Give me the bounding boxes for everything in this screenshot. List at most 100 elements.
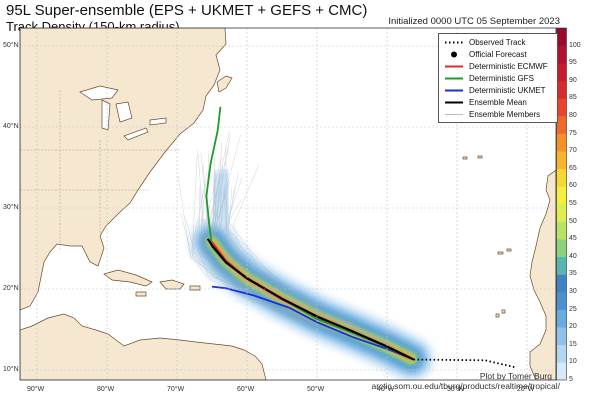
colorbar-swatch <box>556 274 567 293</box>
line-icon <box>443 97 465 108</box>
lake-huron <box>115 101 133 123</box>
lon-tick-label: 40°W <box>377 386 395 393</box>
lon-tick-label: 70°W <box>167 386 185 393</box>
colorbar-tick-label: 35 <box>569 270 577 278</box>
colorbar-swatch <box>556 327 567 346</box>
colorbar-tick-label: 55 <box>569 200 577 207</box>
colorbar-tick-label: 100 <box>569 41 581 49</box>
lake-erie <box>123 127 149 141</box>
legend-label: Official Forecast <box>469 50 527 59</box>
observed-track <box>413 358 517 369</box>
lat-tick-label: 50°N <box>3 42 19 49</box>
colorbar-tick-label: 80 <box>569 112 577 119</box>
lon-tick-label: 60°W <box>237 386 255 393</box>
ensemble-member-track <box>232 164 412 359</box>
colorbar-swatch <box>556 344 567 363</box>
legend-entry: Deterministic UKMET <box>443 85 545 96</box>
colorbar-tick-label: 90 <box>569 76 577 84</box>
plot-credit: Plot by Tomer Burg <box>479 371 552 381</box>
legend-label: Ensemble Members <box>469 110 541 119</box>
thin-line-icon <box>443 109 465 120</box>
colorbar-tick-label: 25 <box>569 305 577 313</box>
colorbar-swatch <box>556 239 567 258</box>
colorbar-frame <box>556 27 567 381</box>
colorbar <box>556 28 567 381</box>
legend: Observed Track Official Forecast Determini… <box>438 33 558 123</box>
legend-label: Deterministic GFS <box>469 74 534 83</box>
ensemble-member-track <box>225 146 412 359</box>
colorbar-tick-label: 60 <box>569 182 577 190</box>
colorbar-tick-label: 10 <box>569 358 577 366</box>
great-lakes <box>79 85 167 141</box>
legend-entry: Ensemble Members <box>443 109 540 120</box>
lake-ontario <box>149 117 167 126</box>
colorbar-tick-label: 75 <box>569 129 577 137</box>
legend-label: Deterministic UKMET <box>469 86 546 95</box>
cape-verde-islands <box>495 309 506 318</box>
borders <box>20 90 180 250</box>
line-icon <box>443 73 465 84</box>
central-south-america-land <box>20 313 267 380</box>
hispaniola-island <box>159 279 185 290</box>
lon-tick-label: 30°W <box>447 386 465 393</box>
colorbar-tick-label: 70 <box>569 147 577 155</box>
lon-tick-label: 50°W <box>307 386 325 393</box>
colorbar-swatch <box>556 292 567 310</box>
colorbar-swatch <box>556 362 567 381</box>
colorbar-swatch <box>556 133 567 152</box>
land-masses <box>20 28 556 380</box>
ensemble-member-track <box>198 157 412 359</box>
lat-lon-grid <box>20 28 556 380</box>
lat-tick-label: 30°N <box>3 204 19 211</box>
colorbar-tick-label: 15 <box>569 340 577 348</box>
lake-superior <box>79 85 119 101</box>
colorbar-tick-label: 20 <box>569 323 577 331</box>
lat-tick-label: 10°N <box>3 366 19 373</box>
lat-tick-label: 20°N <box>3 285 19 292</box>
atlantic-canada-land <box>216 75 233 93</box>
ensemble-member-track <box>225 177 412 359</box>
legend-entry: Deterministic GFS <box>443 73 534 84</box>
lon-tick-label: 20°W <box>517 386 535 393</box>
azores-islands <box>462 155 483 160</box>
colorbar-swatch <box>556 116 567 134</box>
north-america-land <box>20 28 227 311</box>
dotted-line-icon <box>443 37 465 48</box>
line-icon <box>443 61 465 72</box>
jamaica-island <box>135 291 147 297</box>
ensemble-member-track <box>219 191 412 359</box>
colorbar-swatch <box>556 221 567 240</box>
ensemble-mean-track <box>206 238 415 361</box>
colorbar-swatch <box>556 309 567 328</box>
legend-entry: Ensemble Mean <box>443 97 527 108</box>
source-url: arctic.som.ou.edu/tburg/products/realtim… <box>371 381 560 391</box>
legend-label: Observed Track <box>469 38 526 47</box>
cuba-island <box>103 269 153 287</box>
colorbar-swatch <box>556 28 567 46</box>
ensemble-member-track <box>226 172 412 359</box>
colorbar-swatch <box>556 186 567 205</box>
lake-michigan <box>101 99 111 131</box>
ensemble-member-track <box>202 221 412 359</box>
legend-entry: Observed Track <box>443 37 525 48</box>
colorbar-tick-label: 40 <box>569 252 577 260</box>
colorbar-tick-label: 65 <box>569 164 577 172</box>
lat-tick-label: 40°N <box>3 123 19 130</box>
colorbar-swatch <box>556 168 567 187</box>
legend-label: Deterministic ECMWF <box>469 62 548 71</box>
colorbar-swatch <box>556 204 567 222</box>
filled-circle-icon <box>443 49 465 60</box>
colorbar-tick-label: 85 <box>569 94 577 102</box>
map-frame <box>19 27 557 381</box>
colorbar-tick-label: 50 <box>569 217 577 225</box>
colorbar-tick-label: 30 <box>569 288 577 295</box>
colorbar-swatch <box>556 256 567 275</box>
colorbar-tick-label: 5 <box>569 376 573 383</box>
lon-tick-label: 80°W <box>97 386 115 393</box>
colorbar-tick-label: 95 <box>569 59 577 67</box>
legend-label: Ensemble Mean <box>469 98 527 107</box>
colorbar-swatch <box>556 45 567 64</box>
canary-islands <box>497 248 512 255</box>
line-icon <box>443 85 465 96</box>
